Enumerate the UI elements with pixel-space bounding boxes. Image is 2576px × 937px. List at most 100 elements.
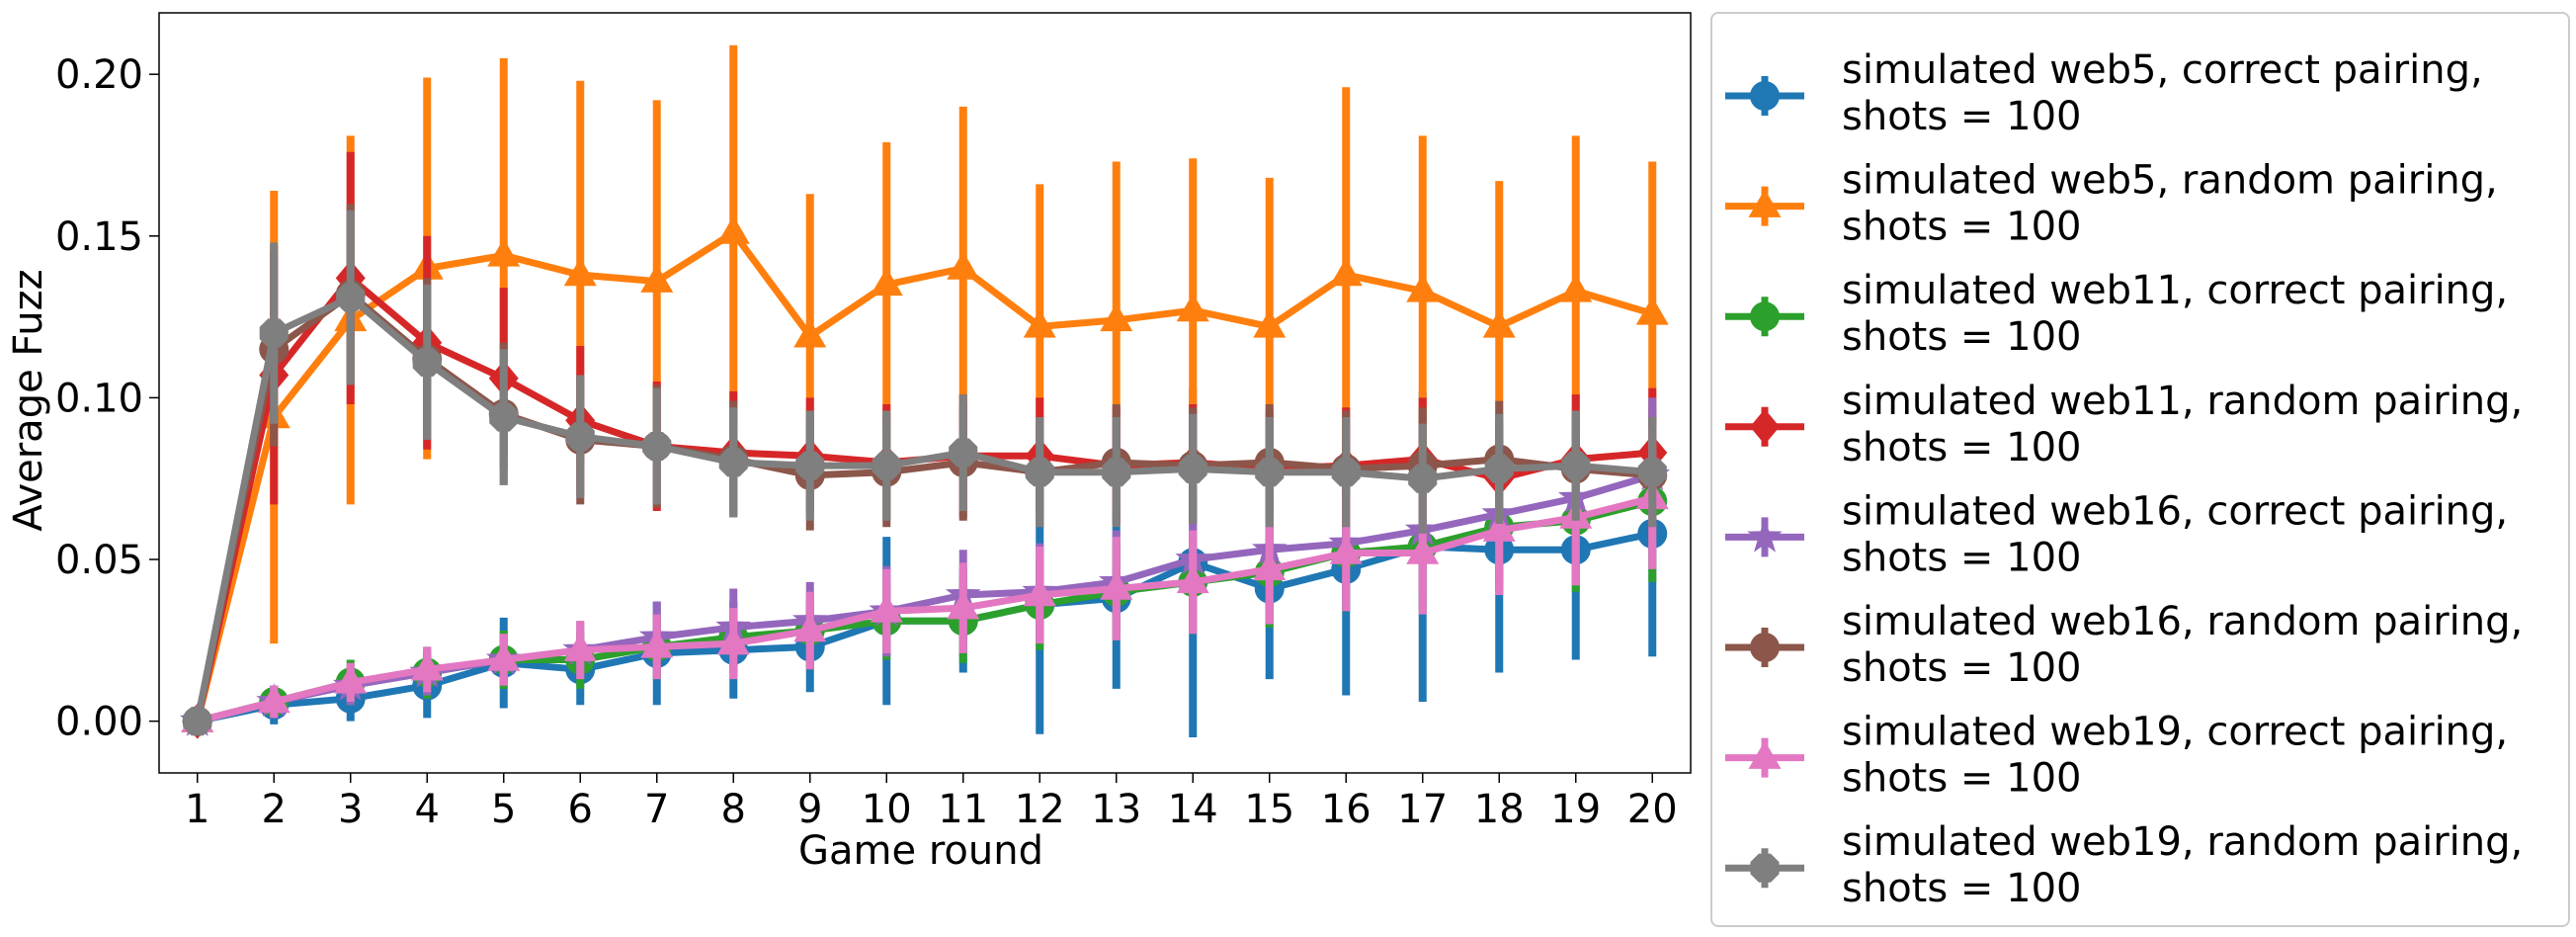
data-point	[1025, 458, 1054, 487]
data-point	[1329, 536, 1363, 564]
data-point	[872, 451, 901, 480]
x-tick-label: 11	[938, 787, 988, 832]
x-tick-label: 17	[1397, 787, 1448, 832]
legend-item: simulated web5, correct pairing,shots = …	[1725, 47, 2483, 139]
x-tick-label: 2	[262, 787, 287, 832]
legend-label: simulated web19, correct pairing,	[1842, 710, 2508, 755]
data-point	[1482, 513, 1516, 542]
data-point	[487, 238, 521, 267]
series-8	[183, 210, 1667, 736]
data-point	[1408, 464, 1438, 493]
legend-item: simulated web11, correct pairing,shots =…	[1725, 268, 2508, 360]
data-point	[947, 590, 980, 620]
data-point	[259, 318, 289, 348]
x-tick-label: 3	[338, 787, 363, 832]
x-tick-label: 20	[1627, 787, 1678, 832]
x-tick-label: 14	[1168, 787, 1218, 832]
x-tick-label: 10	[862, 787, 912, 832]
legend-label-line2: shots = 100	[1842, 535, 2081, 580]
legend-label-line2: shots = 100	[1842, 645, 2081, 691]
legend-marker	[1750, 408, 1780, 445]
legend-label-line2: shots = 100	[1842, 425, 2081, 470]
data-point	[1176, 293, 1209, 322]
legend-box	[1710, 12, 2570, 927]
data-point	[1178, 454, 1207, 483]
x-tick-label: 5	[491, 787, 516, 832]
data-point	[183, 707, 212, 736]
data-point	[1561, 451, 1591, 480]
data-point	[716, 215, 750, 244]
data-point	[1253, 309, 1287, 338]
series-1	[182, 387, 1668, 738]
data-point	[334, 665, 368, 694]
data-point	[1482, 309, 1516, 338]
legend-item: simulated web5, random pairing,shots = 1…	[1725, 158, 2498, 250]
x-tick-label: 12	[1015, 787, 1065, 832]
x-tick-label: 1	[185, 787, 209, 832]
data-point	[716, 626, 750, 655]
data-point	[487, 642, 521, 671]
data-point	[1023, 577, 1056, 607]
y-tick-label: 0.10	[55, 376, 143, 421]
data-point	[1100, 571, 1133, 600]
data-point	[1559, 274, 1593, 302]
legend-item: simulated web19, random pairing,shots = …	[1725, 819, 2523, 911]
data-point	[642, 431, 672, 462]
data-point	[1484, 454, 1514, 483]
legend-item: simulated web11, random pairing,shots = …	[1725, 379, 2523, 470]
legend-marker	[1748, 740, 1782, 769]
plot-frame	[158, 12, 1692, 774]
x-tick-label: 16	[1321, 787, 1371, 832]
data-point	[1635, 297, 1669, 325]
x-tick-label: 19	[1550, 787, 1601, 832]
legend-label-line2: shots = 100	[1842, 94, 2081, 139]
data-point	[793, 318, 827, 348]
x-tick-label: 4	[415, 787, 440, 832]
series-2	[181, 44, 1669, 732]
data-point	[1406, 536, 1440, 564]
data-point	[949, 438, 978, 468]
data-point	[1406, 274, 1440, 302]
data-point	[1102, 458, 1131, 487]
data-point	[489, 402, 519, 432]
legend-label: simulated web16, correct pairing,	[1842, 488, 2508, 534]
x-tick-label: 9	[797, 787, 822, 832]
legend-label: simulated web16, random pairing,	[1842, 599, 2523, 644]
legend-item: simulated web19, correct pairing,shots =…	[1725, 710, 2508, 802]
legend-marker	[1750, 81, 1780, 111]
series-4	[182, 151, 1668, 739]
data-point	[793, 613, 827, 642]
axes: 1 2 3 4 5 6 7 8 9 10 11 12 13 14 15 16 17 18 19 200.000.050…	[55, 12, 1692, 832]
legend-label: simulated web5, random pairing,	[1842, 158, 2498, 204]
data-point	[947, 251, 980, 280]
legend-label: simulated web19, random pairing,	[1842, 819, 2523, 865]
legend-marker	[1748, 189, 1782, 217]
y-axis-label: Average Fuzz	[6, 269, 51, 531]
data-point	[410, 652, 444, 681]
legend-item: simulated web16, random pairing,shots = …	[1725, 599, 2523, 691]
legend-label: simulated web11, correct pairing,	[1842, 268, 2508, 313]
data-point	[1329, 257, 1363, 287]
data-point	[1100, 302, 1133, 332]
x-tick-label: 15	[1244, 787, 1294, 832]
data-point	[336, 283, 366, 312]
x-tick-label: 13	[1091, 787, 1141, 832]
legend-marker	[1747, 518, 1783, 553]
legend-marker	[1750, 853, 1780, 883]
x-tick-label: 8	[721, 787, 746, 832]
data-point	[565, 422, 595, 452]
series-7	[181, 426, 1669, 732]
data-point	[1253, 552, 1287, 581]
series-line	[194, 229, 1654, 723]
data-point	[257, 684, 291, 714]
y-tick-label: 0.00	[55, 700, 143, 745]
data-point	[870, 594, 903, 623]
data-point	[1255, 458, 1285, 487]
data-point	[718, 448, 748, 477]
data-point	[640, 264, 674, 293]
legend-marker	[1750, 301, 1780, 332]
legend-item: simulated web16, correct pairing,shots =…	[1725, 488, 2508, 580]
data-point	[1637, 458, 1667, 487]
legend-label-line2: shots = 100	[1842, 866, 2081, 911]
legend: simulated web5, correct pairing,shots = …	[1710, 12, 2570, 927]
